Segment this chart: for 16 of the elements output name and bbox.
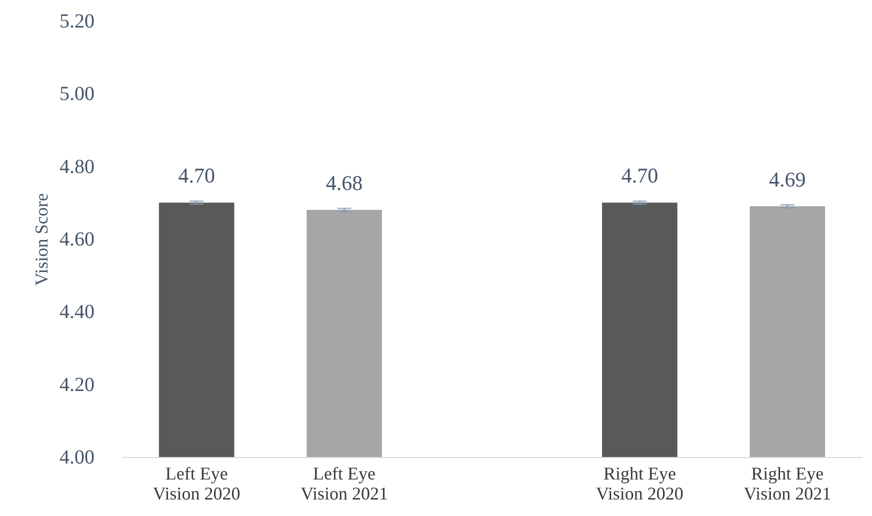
y-tick-label: 4.00	[60, 446, 94, 468]
y-axis-title: Vision Score	[32, 193, 52, 286]
y-tick-label: 4.40	[60, 301, 94, 324]
data-label: 4.70	[178, 164, 215, 188]
x-tick-label: Left Eye Vision 2020	[152, 464, 240, 504]
x-tick-label: Left Eye Vision 2021	[300, 464, 388, 504]
data-label: 4.68	[326, 170, 363, 195]
y-tick-label: 4.60	[60, 228, 94, 250]
y-tick-label: 4.80	[60, 156, 94, 178]
x-tick-label: Right Eye Vision 2020	[596, 464, 684, 504]
x-tick-label: Right Eye Vision 2021	[744, 464, 832, 504]
y-tick-label: 4.20	[60, 374, 94, 396]
y-tick-label: 5.20	[60, 10, 94, 32]
data-label: 4.69	[769, 167, 806, 192]
data-label: 4.70	[621, 164, 658, 188]
y-tick-label: 5.00	[60, 83, 94, 106]
